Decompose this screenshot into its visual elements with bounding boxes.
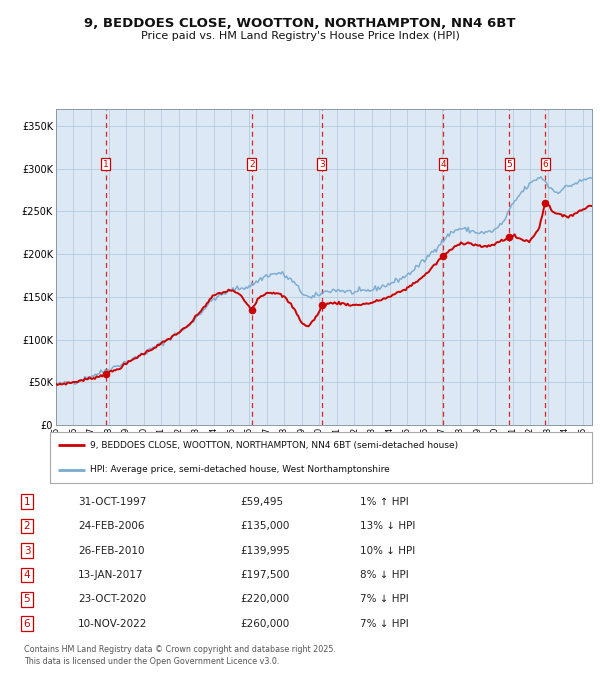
Text: 13-JAN-2017: 13-JAN-2017 <box>78 570 143 580</box>
Text: 6: 6 <box>542 160 548 169</box>
Text: 9, BEDDOES CLOSE, WOOTTON, NORTHAMPTON, NN4 6BT (semi-detached house): 9, BEDDOES CLOSE, WOOTTON, NORTHAMPTON, … <box>91 441 458 449</box>
Text: 24-FEB-2006: 24-FEB-2006 <box>78 521 145 531</box>
Text: 1: 1 <box>23 497 31 507</box>
Text: 4: 4 <box>440 160 446 169</box>
Text: 31-OCT-1997: 31-OCT-1997 <box>78 497 146 507</box>
Text: 6: 6 <box>23 619 31 628</box>
Text: £135,000: £135,000 <box>240 521 289 531</box>
Text: 26-FEB-2010: 26-FEB-2010 <box>78 545 145 556</box>
Text: 7% ↓ HPI: 7% ↓ HPI <box>360 619 409 628</box>
Text: 2: 2 <box>249 160 254 169</box>
Text: 9, BEDDOES CLOSE, WOOTTON, NORTHAMPTON, NN4 6BT: 9, BEDDOES CLOSE, WOOTTON, NORTHAMPTON, … <box>84 17 516 30</box>
Text: 5: 5 <box>23 594 31 605</box>
Text: Contains HM Land Registry data © Crown copyright and database right 2025.
This d: Contains HM Land Registry data © Crown c… <box>24 645 336 666</box>
Text: Price paid vs. HM Land Registry's House Price Index (HPI): Price paid vs. HM Land Registry's House … <box>140 31 460 41</box>
Text: 3: 3 <box>23 545 31 556</box>
Text: £220,000: £220,000 <box>240 594 289 605</box>
Text: 23-OCT-2020: 23-OCT-2020 <box>78 594 146 605</box>
Text: 1: 1 <box>103 160 109 169</box>
Text: £59,495: £59,495 <box>240 497 283 507</box>
Text: 5: 5 <box>506 160 512 169</box>
Text: 10% ↓ HPI: 10% ↓ HPI <box>360 545 415 556</box>
Text: 10-NOV-2022: 10-NOV-2022 <box>78 619 148 628</box>
Text: £139,995: £139,995 <box>240 545 290 556</box>
Text: 3: 3 <box>319 160 325 169</box>
Text: 8% ↓ HPI: 8% ↓ HPI <box>360 570 409 580</box>
Text: HPI: Average price, semi-detached house, West Northamptonshire: HPI: Average price, semi-detached house,… <box>91 465 390 474</box>
Text: 4: 4 <box>23 570 31 580</box>
Text: £197,500: £197,500 <box>240 570 290 580</box>
Text: £260,000: £260,000 <box>240 619 289 628</box>
Text: 1% ↑ HPI: 1% ↑ HPI <box>360 497 409 507</box>
Text: 7% ↓ HPI: 7% ↓ HPI <box>360 594 409 605</box>
Text: 2: 2 <box>23 521 31 531</box>
Text: 13% ↓ HPI: 13% ↓ HPI <box>360 521 415 531</box>
